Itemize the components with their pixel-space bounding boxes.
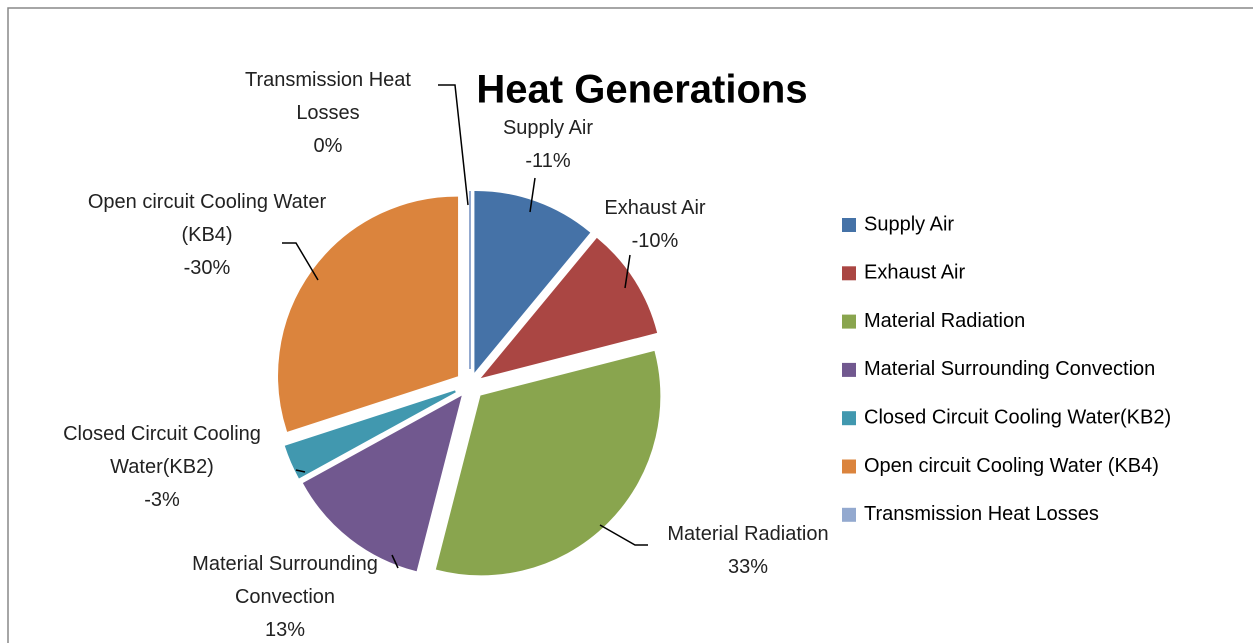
data-label: Transmission Heat Losses 0%	[218, 64, 438, 163]
data-label: Exhaust Air -10%	[580, 192, 730, 258]
legend-label: Transmission Heat Losses	[864, 503, 1099, 525]
data-label-name: Open circuit Cooling Water (KB4)	[87, 191, 327, 246]
data-label-value: -11%	[525, 150, 571, 172]
legend-label: Material Surrounding Convection	[864, 358, 1155, 380]
data-label-value: 0%	[313, 135, 343, 157]
pie-slice	[284, 390, 456, 479]
pie-slice	[474, 190, 591, 373]
legend-swatch	[842, 218, 856, 232]
data-label-value: -3%	[144, 489, 180, 511]
legend-swatch	[842, 266, 856, 281]
legend-swatch	[842, 459, 856, 474]
legend-label: Supply Air	[864, 213, 954, 235]
leader-line	[624, 254, 631, 289]
data-label: Closed Circuit Cooling Water(KB2) -3%	[42, 418, 282, 517]
data-label-name: Transmission Heat Losses	[245, 69, 411, 124]
data-label-value: 33%	[727, 556, 769, 578]
legend-label: Material Radiation	[864, 310, 1025, 332]
leader-line	[529, 177, 536, 213]
legend-swatch	[842, 507, 856, 522]
legend-label: Closed Circuit Cooling Water(KB2)	[864, 406, 1171, 428]
data-label-value: -30%	[183, 257, 231, 279]
leader-line	[282, 242, 319, 281]
legend-swatch	[842, 314, 856, 329]
data-label-name: Closed Circuit Cooling Water(KB2)	[63, 423, 261, 478]
data-label-name: Material Radiation	[667, 523, 829, 545]
pie-slice	[480, 237, 658, 379]
pie-slice	[302, 395, 462, 572]
leader-line	[391, 554, 399, 569]
legend-swatch	[842, 362, 856, 377]
data-label-name: Exhaust Air	[604, 197, 706, 219]
legend-swatch	[842, 411, 856, 426]
leader-line	[438, 84, 469, 206]
data-label-value: -10%	[631, 230, 679, 252]
leader-line	[599, 524, 648, 546]
data-label-name: Supply Air	[502, 117, 594, 139]
data-label: Open circuit Cooling Water (KB4) -30%	[82, 186, 332, 285]
pie-slice	[435, 350, 661, 576]
data-label-value: 13%	[264, 619, 306, 641]
data-label: Supply Air -11%	[473, 112, 623, 178]
data-label: Material Surrounding Convection 13%	[155, 548, 415, 643]
chart-title: Heat Generations	[476, 68, 807, 112]
leader-line	[295, 469, 306, 473]
legend-label: Exhaust Air	[864, 262, 966, 284]
data-label-name: Material Surrounding Convection	[192, 553, 378, 608]
data-label: Material Radiation 33%	[638, 518, 858, 584]
legend-label: Open circuit Cooling Water (KB4)	[864, 455, 1159, 477]
